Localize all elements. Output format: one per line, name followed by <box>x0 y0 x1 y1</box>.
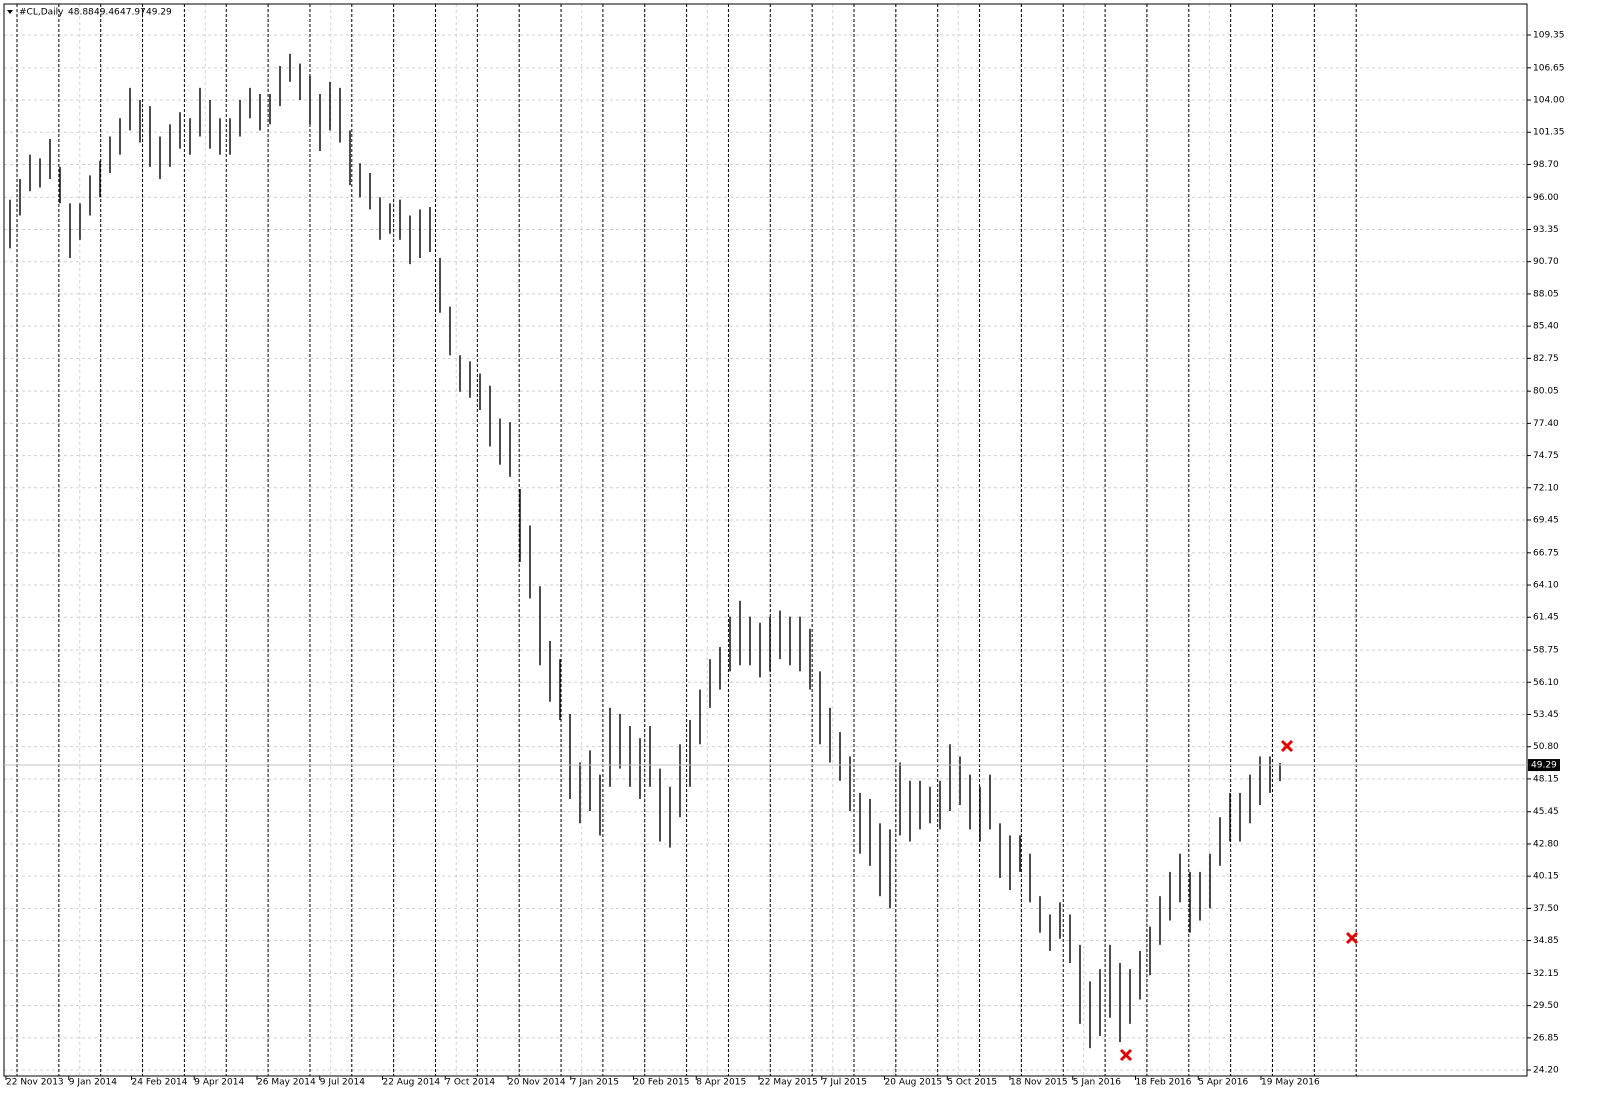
y-tick-label: 40.15 <box>1533 872 1559 882</box>
x-tick-label: 5 Jan 2016 <box>1073 1078 1121 1088</box>
x-tick-label: 5 Oct 2015 <box>947 1078 997 1088</box>
y-tick-label: 101.35 <box>1533 128 1565 138</box>
last-high: 49.46 <box>94 8 120 18</box>
x-tick-label: 19 May 2016 <box>1261 1078 1320 1088</box>
y-tick-label: 45.45 <box>1533 807 1559 817</box>
x-tick-label: 22 Aug 2014 <box>383 1078 441 1088</box>
x-tick-label: 18 Feb 2016 <box>1136 1078 1192 1088</box>
y-tick-label: 26.85 <box>1533 1033 1559 1043</box>
x-tick-label: 20 Aug 2015 <box>885 1078 943 1088</box>
y-tick-label: 88.05 <box>1533 289 1559 299</box>
y-tick-label: 72.10 <box>1533 483 1559 493</box>
y-tick-label: 77.40 <box>1533 419 1559 429</box>
last-close: 49.29 <box>146 8 172 18</box>
y-tick-label: 56.10 <box>1533 678 1559 688</box>
x-tick-label: 9 Jan 2014 <box>69 1078 117 1088</box>
x-tick-label: 20 Nov 2014 <box>508 1078 566 1088</box>
y-tick-label: 58.75 <box>1533 646 1559 656</box>
menu-arrow[interactable] <box>7 10 13 14</box>
x-tick-label: 7 Jan 2015 <box>571 1078 619 1088</box>
marker-cross <box>1119 739 1359 1062</box>
y-tick-label: 96.00 <box>1533 193 1559 203</box>
x-tick-label: 24 Feb 2014 <box>132 1078 188 1088</box>
symbol-title: #CL,Daily <box>19 8 64 18</box>
x-tick-label: 18 Nov 2015 <box>1010 1078 1068 1088</box>
y-tick-label: 82.75 <box>1533 354 1559 364</box>
x-tick-label: 8 Apr 2015 <box>696 1078 746 1088</box>
y-tick-label: 48.15 <box>1533 774 1559 784</box>
y-tick-label: 93.35 <box>1533 225 1559 235</box>
y-tick-label: 109.35 <box>1533 30 1565 40</box>
x-tick-label: 5 Apr 2016 <box>1198 1078 1248 1088</box>
y-tick-label: 29.50 <box>1533 1001 1559 1011</box>
x-tick-label: 9 Jul 2014 <box>320 1078 365 1088</box>
current-price-box <box>1528 759 1560 772</box>
x-tick-label: 7 Oct 2014 <box>445 1078 495 1088</box>
y-tick-label: 32.15 <box>1533 969 1559 979</box>
y-tick-label: 74.75 <box>1533 451 1559 461</box>
plot-border <box>3 3 1528 1077</box>
y-tick-label: 85.40 <box>1533 322 1559 332</box>
y-tick-label: 106.65 <box>1533 63 1565 73</box>
y-tick-label: 42.80 <box>1533 839 1559 849</box>
x-tick-label: 22 May 2015 <box>759 1078 818 1088</box>
y-tick-label: 50.80 <box>1533 742 1559 752</box>
period-separators <box>16 4 1357 1076</box>
y-tick-label: 24.20 <box>1533 1066 1559 1076</box>
x-tick-label: 20 Feb 2015 <box>634 1078 690 1088</box>
x-tick-label: 26 May 2014 <box>257 1078 316 1088</box>
bars <box>9 53 1281 1049</box>
y-tick-label: 69.45 <box>1533 516 1559 526</box>
y-tick-label: 66.75 <box>1533 548 1559 558</box>
x-tick-label: 9 Apr 2014 <box>194 1078 244 1088</box>
y-tick-label: 64.10 <box>1533 581 1559 591</box>
current-price-label: 49.29 <box>1531 761 1557 771</box>
y-tick-label: 104.00 <box>1533 96 1565 106</box>
x-tick-label: 7 Jul 2015 <box>822 1078 867 1088</box>
x-tick-label: 22 Nov 2013 <box>6 1078 64 1088</box>
y-tick-label: 61.45 <box>1533 613 1559 623</box>
y-tick-label: 53.45 <box>1533 710 1559 720</box>
y-tick-label: 80.05 <box>1533 387 1559 397</box>
last-open: 48.88 <box>68 8 94 18</box>
y-tick-label: 34.85 <box>1533 936 1559 946</box>
y-tick-label: 37.50 <box>1533 904 1559 914</box>
y-tick-label: 90.70 <box>1533 257 1559 267</box>
y-tick-label: 98.70 <box>1533 160 1559 170</box>
last-low: 47.97 <box>120 8 146 18</box>
